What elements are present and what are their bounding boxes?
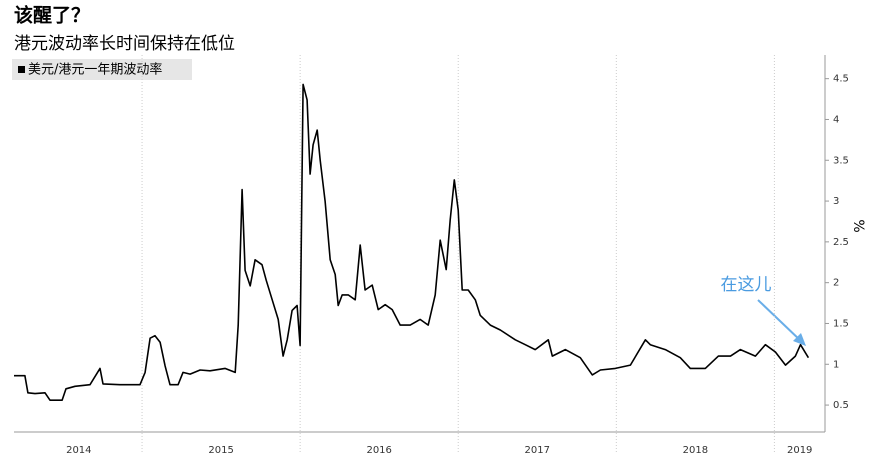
y-tick-label: 1.5 [833, 318, 849, 329]
x-tick-label: 2015 [208, 445, 233, 456]
y-tick-label: 2 [833, 278, 839, 289]
y-tick-label: 4.5 [833, 74, 849, 85]
legend-box [12, 59, 192, 80]
x-tick-label: 2014 [66, 445, 91, 456]
data-line [14, 83, 810, 401]
x-tick-label: 2016 [366, 445, 391, 456]
chart-title: 该醒了？ [14, 4, 90, 27]
x-tick-label: 2019 [787, 445, 812, 456]
y-tick-label: 0.5 [833, 400, 849, 411]
chart-subtitle: 港元波动率长时间保持在低位 [14, 34, 235, 54]
legend-label: 美元/港元一年期波动率 [28, 62, 162, 78]
y-axis-label: % [850, 219, 866, 232]
annotation-arrowhead [793, 333, 806, 346]
y-tick-label: 4 [833, 114, 839, 125]
y-tick-label: 3 [833, 196, 839, 207]
y-tick-label: 3.5 [833, 155, 849, 166]
y-tick-label: 2.5 [833, 237, 849, 248]
annotation-arrow [757, 299, 803, 343]
x-tick-label: 2018 [683, 445, 708, 456]
annotation: 在这儿 [721, 275, 772, 295]
x-tick-label: 2017 [525, 445, 550, 456]
legend-swatch [18, 66, 25, 73]
y-tick-label: 1 [833, 359, 839, 370]
